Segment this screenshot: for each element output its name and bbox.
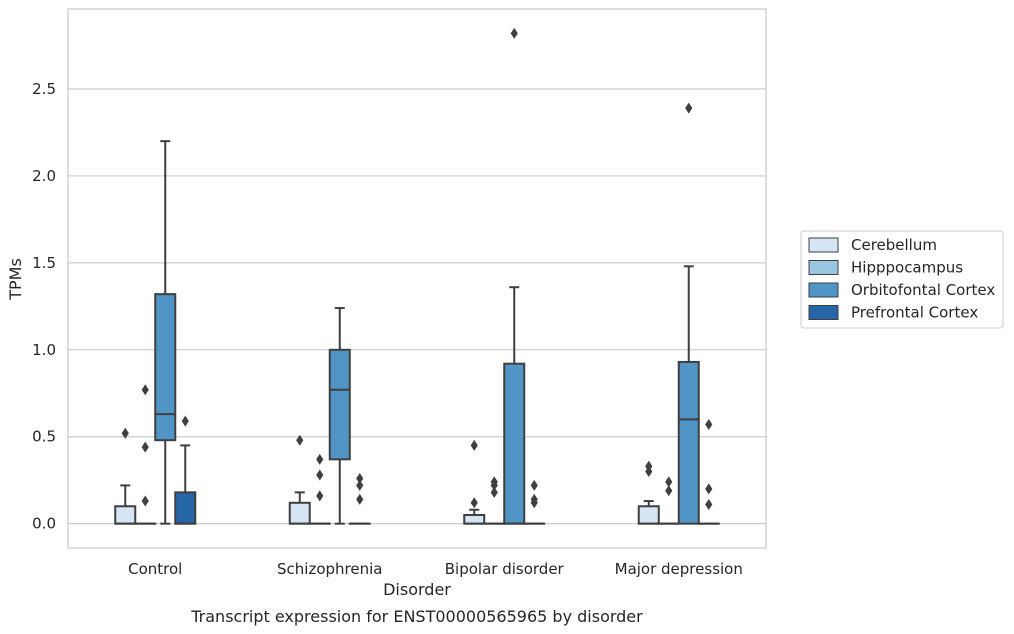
box-group (114, 427, 137, 525)
outlier-point (490, 486, 498, 498)
box-group (697, 419, 720, 525)
outlier-point (665, 485, 673, 497)
boxes-layer (114, 27, 720, 525)
y-axis-label: TPMs (6, 258, 25, 301)
y-tick-label: 1.0 (32, 341, 56, 359)
x-tick-label: Major depression (615, 560, 743, 578)
legend-swatch (808, 260, 839, 275)
outlier-point (356, 479, 364, 491)
legend: Cerebellum Hipppocampus Orbitofontal Corte… (800, 230, 1004, 329)
box-group (677, 102, 700, 525)
legend-label: Cerebellum (851, 236, 937, 254)
box-body (503, 362, 526, 525)
outlier-point (141, 495, 149, 507)
box-group (288, 434, 311, 525)
outlier-point (296, 434, 304, 446)
outlier-point (685, 102, 693, 114)
box-body (154, 293, 177, 442)
x-axis-label: Disorder (383, 580, 451, 599)
outlier-point (470, 497, 478, 509)
box-group (503, 27, 526, 525)
plot-frame (67, 8, 767, 549)
outlier-point (141, 384, 149, 396)
x-tick-label: Bipolar disorder (445, 560, 565, 578)
box-group (657, 476, 680, 525)
legend-frame (800, 230, 1004, 329)
outlier-point (141, 441, 149, 453)
outlier-point (356, 493, 364, 505)
outlier-point (356, 472, 364, 484)
legend-swatch (808, 237, 839, 253)
y-tick-label: 2.5 (32, 80, 56, 98)
y-tick-label: 0.5 (32, 428, 56, 446)
outlier-point (645, 460, 653, 472)
box-body (677, 360, 700, 525)
box-group (308, 453, 331, 525)
legend-label: Hipppocampus (851, 259, 963, 277)
box-group (637, 460, 660, 525)
box-body (637, 505, 660, 525)
outlier-point (490, 476, 498, 488)
legend-label: Orbitofontal Cortex (851, 281, 995, 299)
legend-swatch (808, 305, 839, 320)
legend-label: Prefrontal Cortex (851, 304, 978, 322)
box-group (348, 472, 371, 525)
x-tick-label: Schizophrenia (277, 560, 382, 578)
box-group (328, 307, 351, 525)
box-group (463, 439, 486, 525)
box-body (174, 491, 197, 525)
outlier-point (530, 493, 538, 505)
outlier-point (316, 490, 324, 502)
y-tick-label: 1.5 (32, 254, 56, 272)
outlier-point (510, 27, 518, 39)
outlier-point (470, 439, 478, 451)
plot-background (68, 9, 766, 548)
box-group (134, 384, 157, 525)
outlier-point (705, 419, 713, 431)
box-group (154, 140, 177, 525)
outlier-point (181, 415, 189, 427)
box-group (523, 479, 546, 525)
outlier-point (316, 469, 324, 481)
box-body (328, 348, 351, 461)
box-body (463, 513, 486, 525)
y-tick-labels: 0.0 0.5 1.0 1.5 2.0 2.5 (32, 80, 56, 533)
box-body (114, 505, 137, 525)
outlier-point (665, 476, 673, 488)
x-tick-labels: Control Schizophrenia Bipolar disorder Majo… (128, 560, 743, 578)
outlier-point (530, 479, 538, 491)
outlier-point (121, 427, 129, 439)
x-tick-label: Control (128, 560, 182, 578)
y-tick-label: 0.0 (32, 515, 56, 533)
box-group (174, 415, 197, 525)
outlier-point (705, 483, 713, 495)
legend-swatch (808, 282, 839, 298)
box-body (288, 501, 311, 525)
outlier-point (316, 453, 324, 465)
y-tick-label: 2.0 (32, 167, 56, 185)
figure-caption: Transcript expression for ENST0000056596… (190, 607, 643, 626)
outlier-point (705, 499, 713, 511)
